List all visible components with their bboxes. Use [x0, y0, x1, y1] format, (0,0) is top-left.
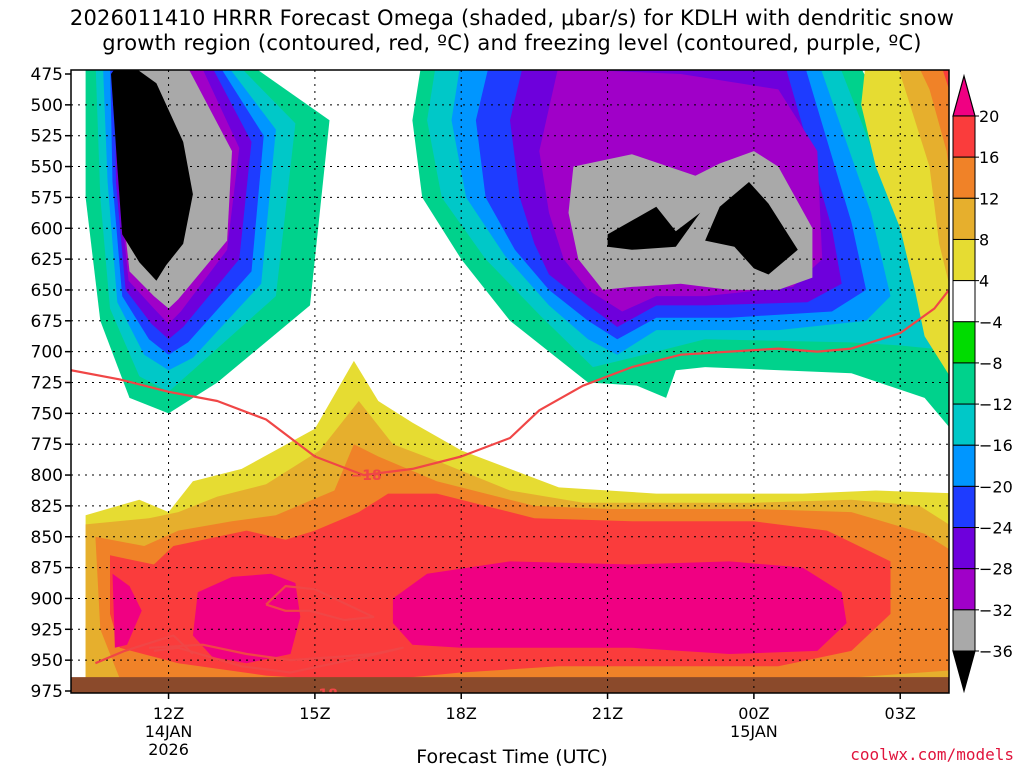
colorbar-label: 12	[979, 189, 999, 208]
plot-border	[70, 69, 950, 694]
colorbar-segment	[952, 485, 976, 529]
colorbar-label: −8	[979, 354, 1003, 373]
colorbar-label: −12	[979, 395, 1013, 414]
colorbar-label: 16	[979, 148, 999, 167]
y-tick-label: 700	[31, 343, 63, 363]
y-tick-label: 675	[31, 312, 63, 332]
omega-region-descending-upper-right-18	[898, 70, 949, 284]
omega-region-ascent-low-levels-25	[112, 573, 142, 648]
colorbar-segment	[952, 568, 976, 611]
colorbar-lower-arrow	[952, 650, 976, 694]
y-tick-label: 750	[31, 404, 63, 424]
plot-frame	[70, 69, 950, 694]
y-tick-label: 925	[31, 620, 63, 640]
x-tick-date-label: 14JAN	[145, 722, 193, 741]
colorbar-label: −4	[979, 313, 1003, 332]
contour-label-text: −18	[350, 468, 381, 484]
y-tick-label: 950	[31, 651, 63, 671]
colorbar-segment	[952, 609, 976, 652]
y-tick-label: 600	[31, 219, 63, 239]
x-tick-label: 15Z	[299, 704, 330, 723]
colorbar-label: −28	[979, 560, 1013, 579]
x-tick-label: 00Z	[738, 704, 769, 723]
dgz-contour-2	[265, 585, 375, 622]
dgz-contour-1	[148, 643, 404, 674]
colorbar-label: 20	[979, 107, 999, 126]
x-tick-label: 18Z	[446, 704, 477, 723]
y-tick-label: 525	[31, 127, 63, 147]
chart-title-line-2: growth region (contoured, red, ºC) and f…	[102, 31, 922, 55]
colorbar-label: −16	[979, 436, 1013, 455]
chart-title-line-1: 2026011410 HRRR Forecast Omega (shaded, …	[69, 6, 955, 30]
y-tick-label: 500	[31, 96, 63, 116]
site-credit: coolwx.com/models	[850, 745, 1014, 764]
colorbar-segment	[952, 280, 976, 323]
x-tick-label: 21Z	[592, 704, 623, 723]
omega-region-descending-upper-right-19	[920, 70, 949, 172]
x-tick-label: 12Z	[153, 704, 184, 723]
colorbar-segment	[952, 527, 976, 570]
x-tick-year-label: 2026	[148, 740, 189, 759]
colorbar-label: 8	[979, 230, 989, 249]
omega-shading-layer	[71, 70, 949, 693]
contour-label-text: −18	[307, 687, 338, 703]
colorbar-upper-arrow	[952, 73, 976, 117]
colorbar-segment	[952, 197, 976, 240]
y-tick-label: 625	[31, 250, 63, 270]
colorbar-segment	[952, 238, 976, 282]
y-tick-label: 475	[31, 65, 63, 85]
y-tick-label: 850	[31, 528, 63, 548]
y-tick-label: 800	[31, 466, 63, 486]
omega-region-ascent-low-levels-27	[392, 561, 847, 654]
y-tick-label: 900	[31, 589, 63, 609]
colorbar-label: −32	[979, 601, 1013, 620]
colorbar-segment	[952, 362, 976, 405]
ground-surface	[71, 677, 949, 693]
omega-region-descending-upper-right-20	[942, 70, 949, 90]
y-tick-label: 775	[31, 435, 63, 455]
x-tick-date-label: 15JAN	[730, 722, 778, 741]
colorbar-segment	[952, 444, 976, 487]
dgz-contour-3	[94, 634, 194, 665]
colorbar-segment	[952, 115, 976, 158]
axes: 475 500 525 550 575 600 625 650 675 700 725 750 775 8…	[31, 65, 916, 759]
contour-label-0: −18	[350, 468, 381, 484]
y-tick-label: 575	[31, 188, 63, 208]
contour-label-1: −18	[307, 687, 338, 703]
y-tick-label: 725	[31, 374, 63, 394]
colorbar-label: −36	[979, 642, 1013, 661]
dgz-contour-0	[71, 289, 949, 477]
colorbar-segment	[952, 403, 976, 446]
y-tick-label: 825	[31, 497, 63, 517]
colorbar-label: 4	[979, 272, 989, 291]
y-tick-label: 975	[31, 682, 63, 702]
temperature-contours: −18 −18	[71, 289, 949, 703]
colorbar-label: −24	[979, 519, 1013, 538]
y-tick-label: 650	[31, 281, 63, 301]
colorbar-label: −20	[979, 477, 1013, 496]
omega-region-subsidence-left-7	[111, 70, 193, 281]
colorbar: 20 16 12 8 4 −4 −8 −12 −16 −20 −24 −28 −32 −36	[952, 73, 1013, 694]
x-tick-label: 03Z	[885, 704, 916, 723]
y-tick-label: 550	[31, 158, 63, 178]
colorbar-segment	[952, 321, 976, 364]
colorbar-segment	[952, 156, 976, 199]
x-axis-title: Forecast Time (UTC)	[416, 746, 608, 768]
y-tick-label: 875	[31, 559, 63, 579]
